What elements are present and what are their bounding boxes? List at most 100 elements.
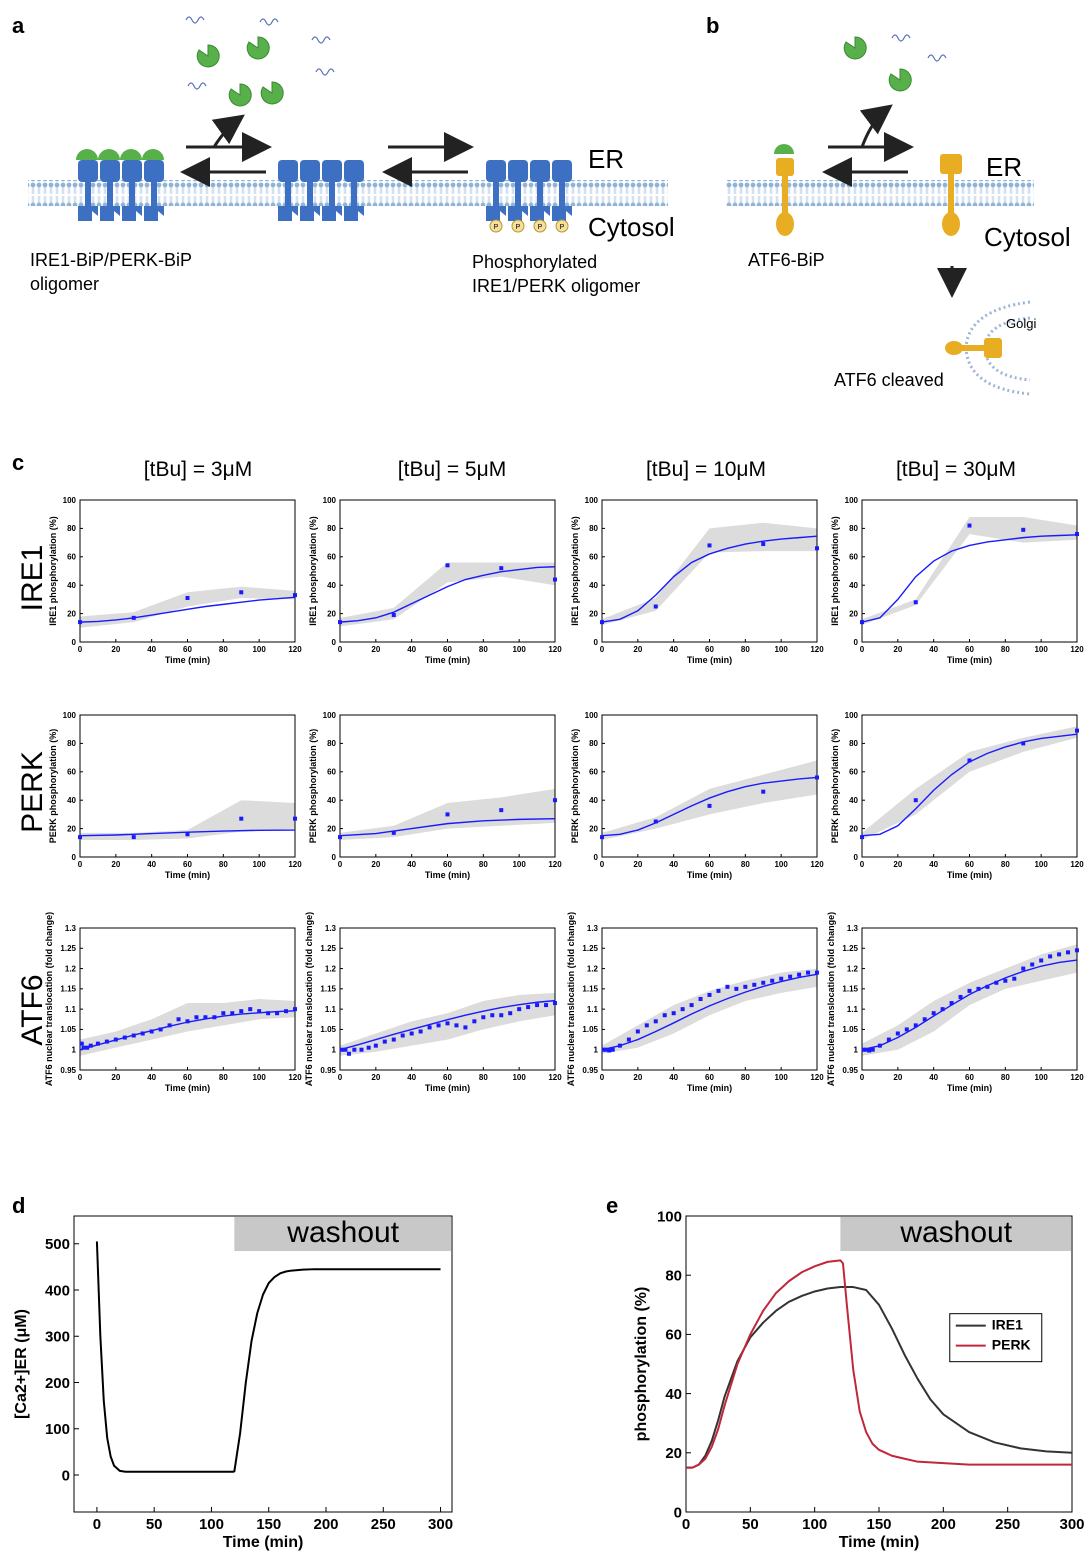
x-tick-label: 40 [147, 860, 156, 869]
data-point [346, 1051, 351, 1056]
data-point [158, 1027, 163, 1032]
data-point [149, 1029, 154, 1034]
data-point [140, 1031, 145, 1036]
data-point [877, 1043, 882, 1048]
x-tick-label: 60 [965, 645, 974, 654]
x-axis-label: Time (min) [687, 870, 732, 880]
data-point [1066, 950, 1071, 955]
y-tick-label: 80 [665, 1267, 682, 1284]
data-point [607, 1048, 612, 1053]
left-caption-line2: oligomer [30, 274, 99, 294]
y-tick-label: 1 [594, 1046, 599, 1055]
data-point [913, 1023, 918, 1028]
x-tick-label: 150 [866, 1516, 891, 1533]
data-point [707, 543, 712, 548]
data-point [761, 980, 766, 985]
data-point [185, 595, 190, 600]
y-tick-label: 1.3 [587, 924, 599, 933]
y-tick-label: 1.2 [587, 964, 599, 973]
x-tick-label: 20 [111, 860, 120, 869]
y-tick-label: 1 [332, 1046, 337, 1055]
confidence-band [862, 726, 1077, 840]
data-point [338, 835, 342, 840]
data-point [203, 1015, 208, 1020]
data-point [230, 1011, 235, 1016]
data-point [499, 566, 504, 571]
data-point [904, 1027, 909, 1032]
x-tick-label: 120 [548, 645, 562, 654]
x-tick-label: 120 [288, 860, 302, 869]
chart-c-ire1-3: 0 20 40 60 80 100 120 0 20 40 60 80 100 Time (min) IRE… [48, 496, 302, 665]
data-point [366, 1045, 371, 1050]
data-point [913, 600, 918, 605]
data-point [472, 1019, 477, 1024]
y-tick-label: 100 [63, 711, 77, 720]
y-tick-label: 100 [323, 711, 337, 720]
y-tick-label: 100 [63, 496, 77, 505]
x-tick-label: 120 [548, 1073, 562, 1082]
model-curve [339, 566, 556, 623]
data-point [985, 984, 990, 989]
data-point [707, 992, 712, 997]
x-tick-label: 120 [810, 860, 824, 869]
data-point [409, 1031, 414, 1036]
x-tick-label: 80 [479, 1073, 488, 1082]
model-curve [601, 776, 818, 837]
x-tick-label: 100 [199, 1516, 224, 1533]
data-point [257, 1009, 262, 1014]
y-axis-label: IRE1 phosphorylation (%) [570, 516, 580, 626]
confidence-band [80, 586, 295, 628]
data-point [266, 1011, 271, 1016]
y-tick-label: 1.15 [842, 985, 858, 994]
y-tick-label: 20 [589, 824, 598, 833]
y-tick-label: 40 [327, 581, 336, 590]
legend-box [949, 1313, 1043, 1363]
y-tick-label: 20 [327, 609, 336, 618]
y-axis-label: PERK phosphorylation (%) [308, 729, 318, 844]
y-tick-label: 40 [327, 796, 336, 805]
model-curve [79, 829, 296, 837]
data-point [95, 1041, 100, 1046]
y-tick-label: 1.15 [320, 985, 336, 994]
y-tick-label: 40 [589, 581, 598, 590]
panel-b-label: b [706, 13, 719, 38]
y-tick-label: 60 [849, 768, 858, 777]
panel-e-label: e [606, 1193, 618, 1218]
y-tick-label: 100 [45, 1421, 70, 1438]
y-tick-label: 80 [67, 524, 76, 533]
y-tick-label: 100 [585, 496, 599, 505]
x-tick-label: 20 [633, 860, 642, 869]
x-tick-label: 40 [147, 1073, 156, 1082]
y-tick-label: 20 [67, 609, 76, 618]
data-point [815, 546, 819, 551]
y-axis-label: IRE1 phosphorylation (%) [308, 516, 318, 626]
panel-a-label: a [12, 13, 25, 38]
x-tick-label: 40 [407, 645, 416, 654]
chart-c-atf6-3: 0 20 40 60 80 100 120 0.95 1 1.05 1.1 1.15 1.2 1.25 1.… [44, 912, 302, 1093]
data-point [958, 994, 963, 999]
washout-label: washout [899, 1216, 1012, 1249]
legend-entry: IRE1 [992, 1317, 1023, 1333]
data-point [436, 1023, 441, 1028]
x-tick-label: 300 [428, 1516, 453, 1533]
axes-frame [685, 1215, 1073, 1513]
x-tick-label: 120 [1070, 645, 1084, 654]
y-tick-label: 300 [45, 1329, 70, 1346]
data-point [131, 835, 136, 840]
panel-d-chart: washout 0 50 100 150 200 250 300 0 100 200 300 400 50… [13, 1215, 453, 1551]
svg-text:P: P [538, 224, 543, 231]
free-oligomer [278, 160, 364, 221]
x-axis-label: Time (min) [165, 1083, 210, 1093]
data-point [239, 590, 244, 595]
x-tick-label: 100 [774, 645, 788, 654]
x-tick-label: 120 [548, 860, 562, 869]
data-point [886, 1037, 891, 1042]
data-point [373, 1043, 378, 1048]
x-tick-label: 40 [929, 645, 938, 654]
data-point [725, 984, 730, 989]
data-point [967, 523, 972, 528]
column-title-10uM: [tBu] = 10μM [646, 458, 766, 481]
x-tick-label: 80 [741, 860, 750, 869]
y-tick-label: 0 [62, 1467, 70, 1484]
model-curve [339, 999, 556, 1051]
